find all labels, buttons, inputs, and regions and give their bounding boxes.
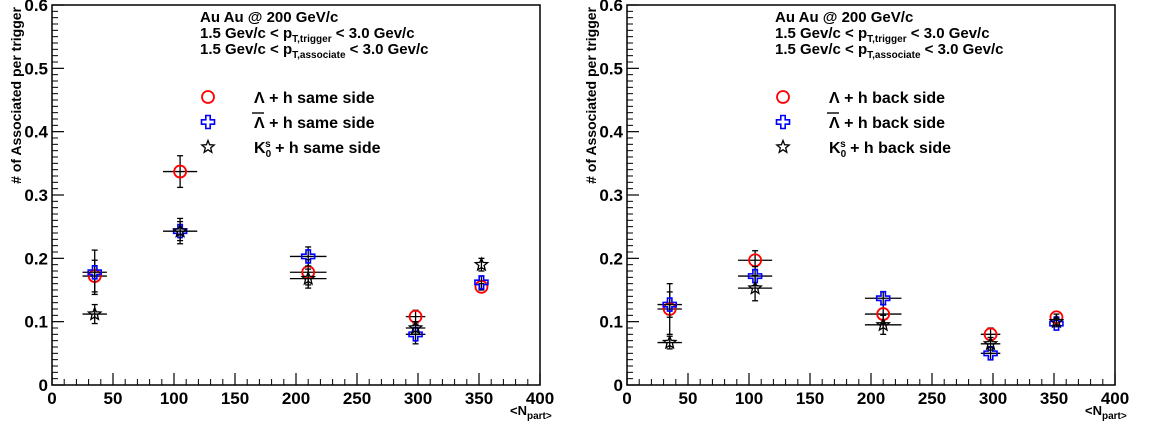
marker-cross (875, 290, 891, 306)
info-annotation: 1.5 Gev/c < pT,associate < 3.0 Gev/c (200, 41, 429, 61)
y-tick-label: 0.5 (599, 59, 623, 78)
legend-label: Λ + h same side (254, 90, 375, 107)
y-tick-label: 0.4 (24, 123, 48, 142)
marker-star (473, 256, 490, 272)
series-open-star (82, 220, 490, 335)
series-open-cross (82, 217, 489, 345)
x-tick-label: 250 (343, 389, 371, 408)
legend: Λ + h same side Λ + h same side K0s + h sa… (200, 90, 381, 160)
x-tick-label: 150 (221, 389, 249, 408)
y-tick-label: 0.1 (599, 313, 623, 332)
x-tick-label: 400 (1101, 389, 1129, 408)
marker-circle (201, 90, 215, 104)
right-chart-panel: 0 50 100 150 200 250 300 350 400 0 0.1 0.2 0.3 0.4 0.5… (575, 0, 1150, 434)
info-annotation: 1.5 Gev/c < pT,associate < 3.0 Gev/c (775, 41, 1004, 61)
series-open-cross (657, 265, 1064, 361)
marker-star (1048, 313, 1065, 329)
marker-cross (983, 346, 998, 361)
marker-star (172, 222, 188, 238)
marker-circle (173, 164, 188, 179)
y-tick-label: 0 (614, 376, 623, 395)
x-tick-label: 350 (1040, 389, 1068, 408)
y-tick-label: 0.3 (599, 186, 623, 205)
legend-label: K0s + h back side (829, 139, 951, 160)
x-axis-title: <Npart> (1085, 403, 1127, 422)
info-annotation: 1.5 Gev/c < pT,trigger < 3.0 Gev/c (200, 25, 415, 45)
chart-svg: 0 50 100 150 200 250 300 350 400 0 0.1 0.2 0.3 0.4 0.5… (8, 0, 554, 422)
marker-star (300, 270, 317, 286)
info-annotation: Au Au @ 200 GeV/c (775, 9, 913, 26)
marker-circle (776, 90, 790, 104)
left-chart-panel: 0 50 100 150 200 250 300 350 400 0 0.1 0.2 0.3 0.4 0.5… (0, 0, 575, 434)
legend-label: Λ + h same side (254, 115, 375, 132)
x-tick-label: 300 (979, 389, 1007, 408)
marker-cross (474, 275, 489, 290)
marker-star (86, 305, 103, 321)
x-tick-label: 100 (160, 389, 188, 408)
y-tick-label: 0.2 (24, 249, 48, 268)
x-tick-label: 300 (404, 389, 432, 408)
x-tick-label: 400 (526, 389, 554, 408)
x-tick-label: 50 (679, 389, 698, 408)
chart-svg: 0 50 100 150 200 250 300 350 400 0 0.1 0.2 0.3 0.4 0.5… (583, 0, 1129, 422)
legend-label: K0s + h same side (254, 139, 381, 160)
y-tick-label: 0.6 (24, 0, 48, 15)
y-tick-label: 0.5 (24, 59, 48, 78)
x-axis-title: <Npart> (510, 403, 552, 422)
y-tick-label: 0.1 (24, 313, 48, 332)
x-tick-label: 150 (796, 389, 824, 408)
x-tick-label: 0 (622, 389, 631, 408)
x-tick-label: 0 (47, 389, 56, 408)
legend: Λ + h back side Λ + h back side K0s + h ba… (775, 90, 951, 160)
marker-cross (662, 297, 677, 312)
y-tick-label: 0.4 (599, 123, 623, 142)
x-tick-label: 250 (918, 389, 946, 408)
y-tick-label: 0 (39, 376, 48, 395)
series-open-star (657, 274, 1065, 351)
info-annotation: Au Au @ 200 GeV/c (200, 9, 338, 26)
series-open-circle (82, 155, 489, 324)
marker-cross (1049, 316, 1064, 331)
plot-frame (51, 4, 541, 386)
marker-star (775, 138, 791, 154)
series-open-circle (657, 250, 1064, 342)
x-tick-label: 100 (735, 389, 763, 408)
legend-label: Λ + h back side (829, 115, 945, 132)
marker-cross (775, 114, 791, 130)
x-tick-label: 350 (465, 389, 493, 408)
x-tick-label: 50 (104, 389, 123, 408)
marker-cross (200, 114, 216, 130)
y-axis-title: # of Associated per trigger (8, 6, 24, 183)
marker-star (982, 335, 999, 351)
y-tick-label: 0.2 (599, 249, 623, 268)
marker-star (747, 279, 763, 295)
plot-frame (626, 4, 1116, 386)
marker-star (875, 316, 892, 332)
marker-cross (87, 264, 102, 280)
marker-star (200, 138, 216, 154)
x-tick-label: 200 (857, 389, 885, 408)
y-tick-label: 0.3 (24, 186, 48, 205)
marker-cross (300, 249, 316, 264)
marker-star (407, 319, 424, 335)
info-annotation: 1.5 Gev/c < pT,trigger < 3.0 Gev/c (775, 25, 990, 45)
y-tick-label: 0.6 (599, 0, 623, 15)
x-tick-label: 200 (282, 389, 310, 408)
marker-cross (747, 268, 763, 284)
y-axis-title: # of Associated per trigger (583, 6, 599, 183)
marker-star (661, 334, 678, 350)
legend-label: Λ + h back side (829, 90, 945, 107)
